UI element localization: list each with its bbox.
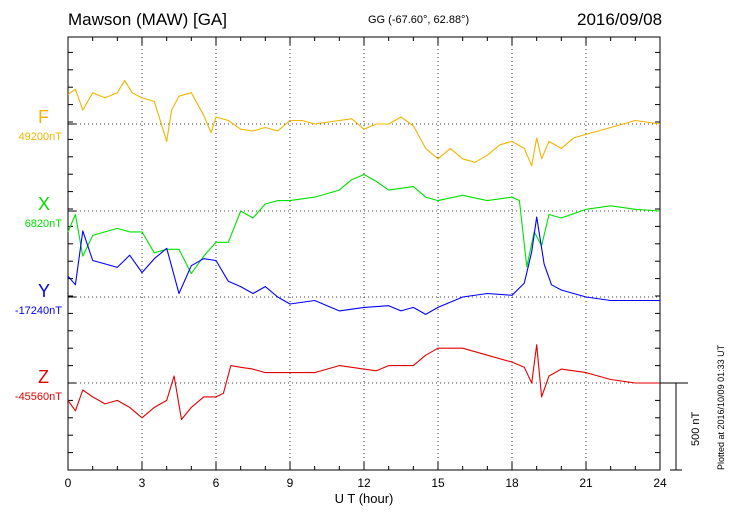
x-tick-label: 18 [505, 476, 519, 490]
series-line-f [67, 79, 661, 167]
component-letter-z: Z [38, 367, 49, 387]
x-tick-label: 24 [653, 476, 667, 490]
station-title: Mawson (MAW) [GA] [68, 10, 227, 29]
series-line-x [67, 173, 661, 275]
x-tick-label: 12 [357, 476, 371, 490]
component-baseline-f: 49200nT [18, 131, 62, 143]
component-baseline-z: -45560nT [14, 391, 62, 403]
series-line-y [67, 216, 660, 315]
x-axis-label: U T (hour) [335, 491, 394, 506]
x-tick-label: 15 [431, 476, 445, 490]
scale-bar-label: 500 nT [690, 411, 702, 446]
component-letter-x: X [38, 194, 51, 214]
component-letter-f: F [38, 107, 49, 127]
coordinates-label: GG (-67.60°, 62.88°) [368, 14, 470, 26]
date-label: 2016/09/08 [577, 10, 663, 29]
x-tick-label: 9 [287, 476, 294, 490]
series-line-z [67, 344, 660, 421]
x-tick-label: 3 [139, 476, 146, 490]
component-baseline-x: 6820nT [24, 218, 62, 230]
plotted-timestamp: Plotted at 2016/10/09 01:33 UT [716, 344, 726, 470]
x-tick-label: 6 [213, 476, 220, 490]
component-letter-y: Y [38, 281, 51, 301]
x-tick-label: 21 [579, 476, 593, 490]
component-baseline-y: -17240nT [14, 305, 62, 317]
x-tick-label: 0 [65, 476, 72, 490]
